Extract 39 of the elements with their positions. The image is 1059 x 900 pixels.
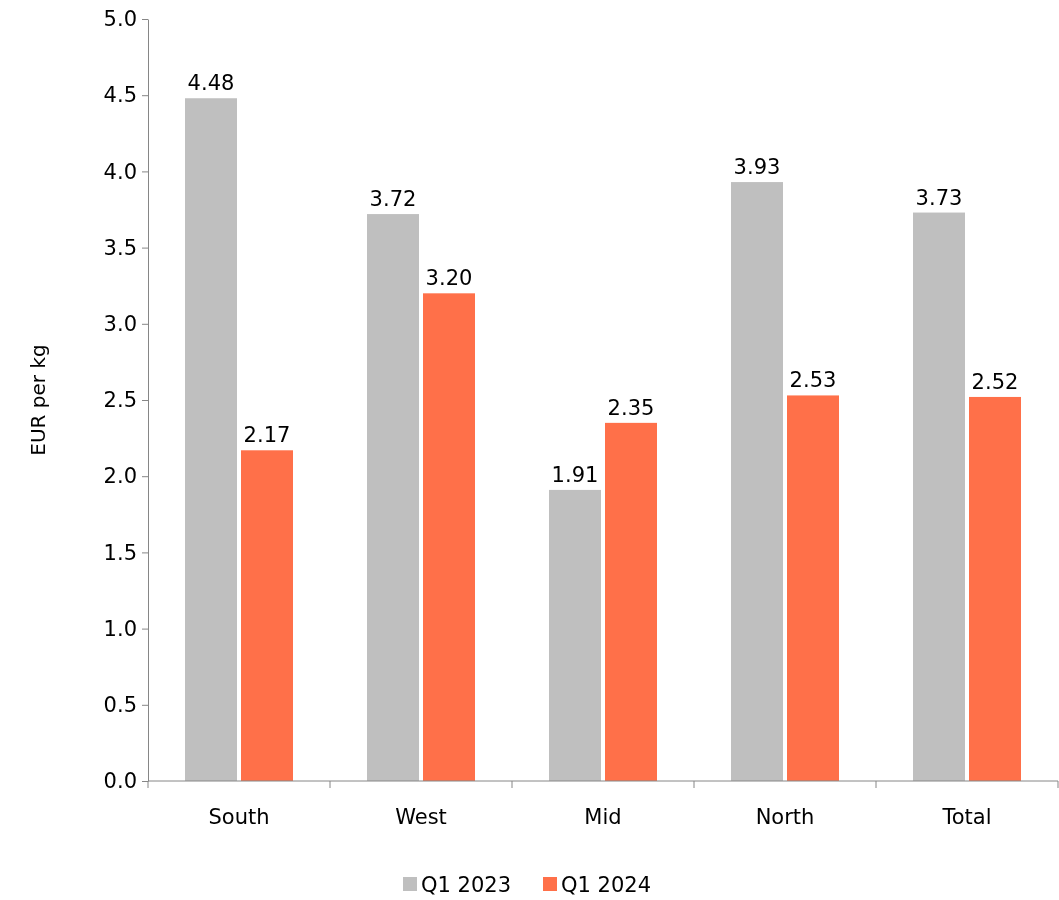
x-tick-label: Total — [941, 805, 992, 829]
data-label: 3.93 — [733, 155, 781, 180]
data-label: 2.35 — [607, 395, 655, 420]
data-label: 3.73 — [915, 185, 963, 210]
bar — [913, 212, 965, 781]
x-tick-label: South — [208, 805, 270, 829]
text: 3.0 — [103, 312, 137, 337]
bar — [549, 489, 601, 781]
data-label: 2.52 — [971, 369, 1019, 394]
text: 0.5 — [103, 693, 137, 718]
bar — [367, 214, 419, 781]
data-label: 4.48 — [187, 71, 235, 96]
text: 2.5 — [103, 388, 137, 413]
bar — [185, 98, 237, 781]
data-label: 2.53 — [789, 368, 837, 393]
text: 5.0 — [103, 7, 137, 32]
text: 3.5 — [103, 235, 137, 260]
bar — [787, 395, 839, 781]
data-label: 1.91 — [551, 462, 599, 487]
x-tick-label: Mid — [584, 805, 622, 829]
text: 1.5 — [103, 540, 137, 565]
legend-label: Q1 2023 — [421, 873, 512, 897]
data-label: 2.17 — [243, 423, 291, 448]
legend-label: Q1 2024 — [561, 873, 652, 897]
bar — [731, 182, 783, 781]
text: 4.5 — [103, 83, 137, 108]
bar — [241, 450, 293, 781]
x-tick-label: West — [395, 805, 447, 829]
bar — [605, 422, 657, 781]
text: 2.0 — [103, 464, 137, 489]
text: 1.0 — [103, 616, 137, 641]
data-label: 3.20 — [425, 266, 473, 291]
bar — [423, 293, 475, 781]
y-axis-title: EUR per kg — [26, 344, 50, 456]
text: 4.0 — [103, 159, 137, 184]
data-label: 3.72 — [369, 187, 417, 212]
bar — [969, 396, 1021, 781]
x-tick-label: North — [755, 805, 815, 829]
text: 0.0 — [103, 769, 137, 794]
